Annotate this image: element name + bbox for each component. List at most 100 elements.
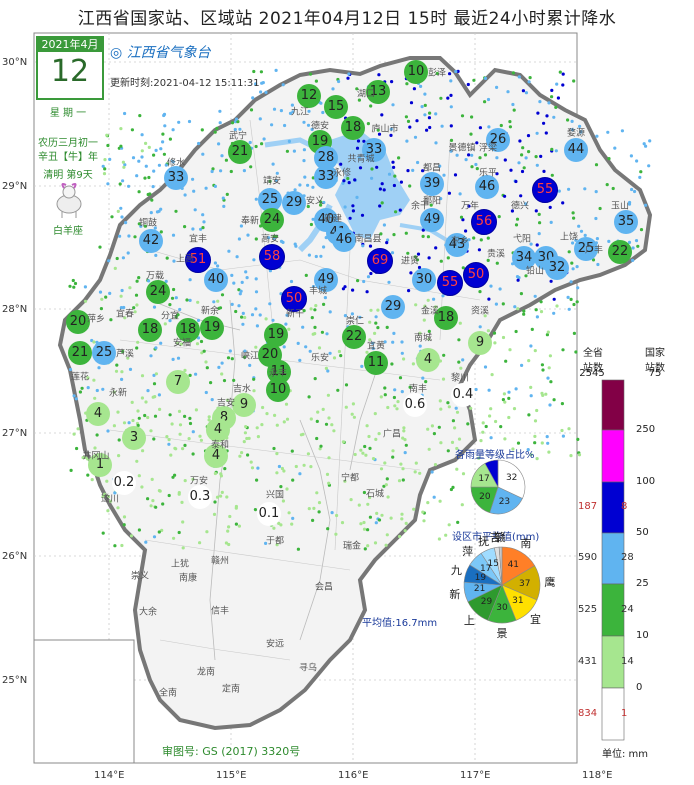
solar-term: 清明 第9天 xyxy=(43,170,93,181)
city-label: 铅山 xyxy=(525,266,545,277)
rain-dot xyxy=(241,311,245,315)
rain-dot xyxy=(340,521,345,525)
rain-dot xyxy=(168,137,172,141)
rain-dot xyxy=(306,183,310,187)
city-label: 广丰 xyxy=(584,245,604,256)
city-label: 安福 xyxy=(172,338,192,349)
rain-dot xyxy=(298,472,302,476)
city-label: 安义 xyxy=(305,196,325,207)
rain-dot xyxy=(437,537,441,541)
rain-dot xyxy=(513,305,517,309)
rain-dot xyxy=(209,381,213,385)
rain-dot xyxy=(127,421,131,425)
rain-dot xyxy=(392,165,396,169)
rain-dot xyxy=(479,238,483,242)
rain-dot xyxy=(607,239,611,243)
rain-dot xyxy=(119,206,123,210)
rain-dot xyxy=(529,453,533,457)
rain-dot xyxy=(227,542,231,547)
rain-dot xyxy=(162,152,166,156)
rain-dot xyxy=(490,373,494,377)
rain-dot xyxy=(118,182,122,186)
rain-dot xyxy=(459,366,463,370)
approval-number: 审图号: GS (2017) 3320号 xyxy=(162,745,301,758)
rain-dot xyxy=(518,139,522,143)
rain-dot xyxy=(483,100,487,104)
rain-dot xyxy=(199,227,203,231)
rain-dot xyxy=(239,224,243,228)
station-marker: 0.2 xyxy=(112,471,136,495)
rain-dot xyxy=(503,437,507,441)
rain-dot xyxy=(83,299,88,303)
rain-dot xyxy=(464,229,468,233)
rain-dot xyxy=(336,388,340,392)
rain-dot xyxy=(216,264,220,268)
station-marker: 25 xyxy=(574,237,598,261)
rain-dot xyxy=(498,287,502,291)
lon-label: 115°E xyxy=(216,770,246,781)
rain-dot xyxy=(548,403,552,407)
rain-dot xyxy=(347,181,351,185)
rain-dot xyxy=(302,463,306,467)
rain-dot xyxy=(419,84,423,88)
rain-dot xyxy=(620,129,625,133)
rain-dot xyxy=(524,274,528,278)
rain-dot xyxy=(371,457,376,461)
rain-dot xyxy=(447,405,451,409)
rain-dot xyxy=(384,483,388,487)
rain-dot xyxy=(195,342,200,346)
rain-dot xyxy=(495,172,499,176)
rain-dot xyxy=(391,160,395,164)
city-label: 广昌 xyxy=(382,429,402,440)
rain-dot xyxy=(72,394,76,398)
rain-dot xyxy=(322,302,326,306)
rain-dot xyxy=(517,161,521,165)
rain-dot xyxy=(555,304,559,308)
rain-dot xyxy=(644,203,648,207)
legend-all-count: 431 xyxy=(578,656,598,667)
rain-dot xyxy=(249,460,253,464)
city-label: 鄱阳 xyxy=(422,196,442,207)
rain-dot xyxy=(282,345,286,349)
rain-dot xyxy=(76,427,80,431)
rain-dot xyxy=(578,124,582,128)
city-label: 湖口 xyxy=(356,89,376,100)
rain-dot xyxy=(647,164,651,168)
rain-dot xyxy=(86,473,90,477)
rain-dot xyxy=(412,87,416,91)
rain-dot xyxy=(630,187,634,192)
rain-dot xyxy=(461,472,466,476)
station-marker: 4 xyxy=(86,402,110,426)
rain-dot xyxy=(250,313,255,317)
rain-dot xyxy=(161,502,165,506)
rain-dot xyxy=(399,180,403,184)
rain-dot xyxy=(373,331,377,335)
legend-all-count: 590 xyxy=(578,552,598,563)
rain-dot xyxy=(309,417,313,421)
pie-city-label: 赣 xyxy=(494,531,506,545)
rain-dot xyxy=(328,351,332,355)
rain-dot xyxy=(426,235,430,239)
rain-dot xyxy=(529,385,533,389)
rain-dot xyxy=(228,514,232,519)
rain-dot xyxy=(383,393,387,397)
rain-dot xyxy=(385,241,389,245)
station-marker: 33 xyxy=(164,166,188,190)
rain-dot xyxy=(346,76,350,80)
rain-dot xyxy=(373,541,378,545)
city-label: 龙南 xyxy=(196,667,216,678)
rain-dot xyxy=(421,169,425,173)
rain-dot xyxy=(222,379,227,383)
rain-dot xyxy=(137,528,141,532)
rain-dot xyxy=(220,361,224,365)
rain-dot xyxy=(330,510,334,515)
rain-dot xyxy=(455,467,459,471)
rain-dot xyxy=(256,466,260,470)
rain-dot xyxy=(325,472,330,476)
rain-dot xyxy=(270,123,274,127)
rain-dot xyxy=(385,533,389,537)
rain-dot xyxy=(440,124,444,128)
city-label: 宁都 xyxy=(340,473,360,484)
rain-dot xyxy=(403,451,407,455)
pie-city-label: 景 xyxy=(496,627,508,640)
